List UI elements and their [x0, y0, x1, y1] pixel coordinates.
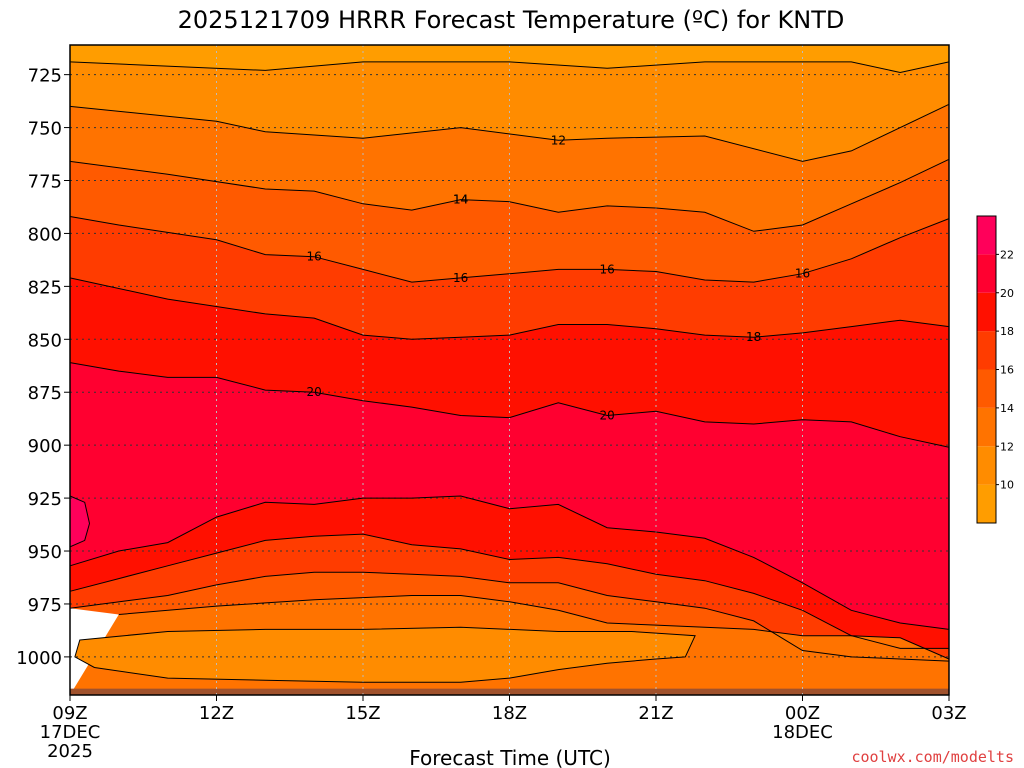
y-tick-label: 950	[28, 542, 62, 563]
temperature-pocket	[70, 496, 90, 547]
y-tick-label: 975	[28, 595, 62, 616]
contour-line	[69, 571, 950, 662]
x-axis-label: Forecast Time (UTC)	[409, 746, 611, 768]
temperature-bands	[70, 45, 949, 695]
colorbar-label: 12	[1000, 440, 1014, 453]
temperature-band	[70, 104, 949, 232]
contour-label: 12	[551, 133, 566, 147]
x-tick-label: 00Z	[785, 703, 820, 724]
ground-strip	[70, 688, 949, 695]
colorbar-label: 14	[1000, 402, 1014, 415]
temperature-pocket	[74, 627, 696, 683]
colorbar-swatch	[977, 292, 996, 332]
contour-line	[69, 61, 950, 74]
contour-label: 16	[795, 267, 810, 281]
colorbar-label: 20	[1000, 287, 1014, 300]
x-tick-sublabel: 2025	[47, 741, 93, 762]
y-tick-label: 725	[28, 66, 62, 87]
colorbar-label: 16	[1000, 364, 1014, 377]
contour-label: 14	[453, 193, 468, 207]
temperature-band	[70, 216, 949, 340]
contour-label: 16	[307, 250, 322, 264]
x-tick-label: 09Z	[52, 703, 87, 724]
contour-line	[69, 158, 950, 232]
colorbar-swatch	[977, 216, 996, 255]
y-tick-label: 800	[28, 224, 62, 245]
y-tick-label: 850	[28, 330, 62, 351]
contour-line	[74, 626, 696, 683]
colorbar-swatch	[977, 254, 996, 293]
x-tick-label: 03Z	[931, 703, 966, 724]
temperature-band	[70, 277, 949, 448]
colorbar-swatch	[977, 369, 996, 408]
y-tick-label: 750	[28, 119, 62, 140]
colorbar-swatch	[977, 331, 996, 370]
x-tick-label: 21Z	[638, 703, 673, 724]
y-tick-label: 1000	[16, 648, 62, 669]
contour-label: 16	[600, 262, 615, 276]
colorbar-label: 10	[1000, 479, 1014, 492]
y-tick-label: 775	[28, 172, 62, 193]
contour-label: 14	[453, 193, 468, 207]
contour-line	[69, 103, 950, 162]
contour-label: 20	[600, 409, 615, 423]
x-tick-label: 15Z	[345, 703, 380, 724]
contour-line	[69, 216, 950, 283]
x-tick-label: 12Z	[199, 703, 234, 724]
contour-line	[118, 595, 950, 660]
contour-line	[69, 533, 949, 649]
y-tick-label: 825	[28, 277, 62, 298]
contour-label: 18	[746, 330, 761, 344]
colorbar-label: 22	[1000, 248, 1014, 261]
contour-label: 16	[453, 271, 468, 285]
temperature-band	[70, 572, 949, 662]
contour-line	[69, 362, 950, 448]
chart-title: 2025121709 HRRR Forecast Temperature (ºC…	[178, 6, 845, 34]
x-tick-label: 18Z	[492, 703, 527, 724]
temperature-band	[70, 534, 949, 662]
colorbar-label: 18	[1000, 325, 1014, 338]
y-tick-label: 875	[28, 383, 62, 404]
colorbar: 10 12 14 16 18 20 22	[976, 215, 1014, 524]
y-tick-label: 925	[28, 489, 62, 510]
temperature-band	[70, 496, 949, 649]
colorbar-swatch	[977, 484, 996, 523]
credit-link[interactable]: coolwx.com/modelts	[851, 748, 1014, 766]
y-tick-label: 900	[28, 436, 62, 457]
contour-line	[69, 495, 950, 630]
x-tick-sublabel: 17DEC	[40, 722, 101, 743]
x-tick-sublabel: 18DEC	[772, 722, 833, 743]
contour-line	[69, 277, 950, 340]
colorbar-swatch	[977, 446, 996, 485]
axes: 725 750 775 800 825 850 875 900 925 950 975 1000 09Z…	[16, 44, 967, 762]
colorbar-swatch	[977, 407, 996, 447]
ground	[70, 688, 949, 695]
contour-label: 20	[307, 385, 322, 399]
